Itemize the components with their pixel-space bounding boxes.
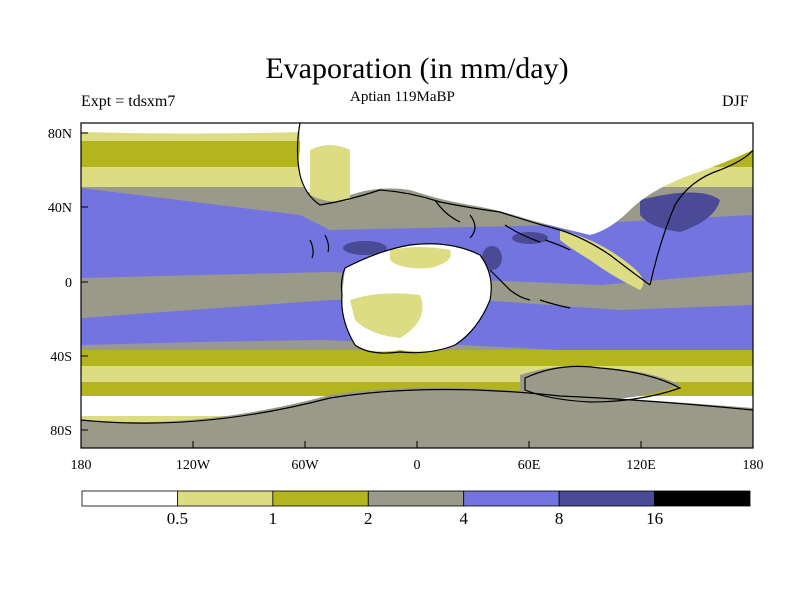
colorbar-swatch [463,490,560,507]
map-field [81,123,753,448]
lon-label-60e: 60E [518,458,541,473]
lat-label-80s: 80S [50,424,72,439]
colorbar-label: 1 [269,509,278,528]
chart-title: Evaporation (in mm/day) [265,52,569,85]
lon-label-180e: 180 [743,458,764,473]
lon-label-180w: 180 [71,458,92,473]
colorbar-swatch [558,490,655,507]
axis-ticks [81,132,642,448]
colorbar-label: 8 [555,509,564,528]
colorbar-label: 16 [646,509,663,528]
lat-label-40n: 40N [48,201,72,216]
colorbar: 0.5 1 2 4 8 16 [81,490,751,528]
chart-subtitle: Aptian 119MaBP [350,89,455,105]
colorbar-label: 4 [459,509,468,528]
lat-label-80n: 80N [48,127,72,142]
colorbar-swatch [177,490,274,507]
colorbar-swatch [654,490,751,507]
lon-label-120e: 120E [626,458,656,473]
coastlines [81,123,753,424]
colorbar-swatch [367,490,465,507]
lon-label-0: 0 [414,458,421,473]
season-label: DJF [722,93,749,110]
lat-label-40s: 40S [50,350,72,365]
colorbar-swatch [81,490,178,507]
colorbar-label: 2 [364,509,373,528]
colorbar-label: 0.5 [167,509,188,528]
lat-label-0: 0 [65,276,72,291]
experiment-label: Expt = tdsxm7 [81,93,176,110]
lon-label-120w: 120W [176,458,211,473]
colorbar-swatch [272,490,369,507]
lon-label-60w: 60W [291,458,319,473]
